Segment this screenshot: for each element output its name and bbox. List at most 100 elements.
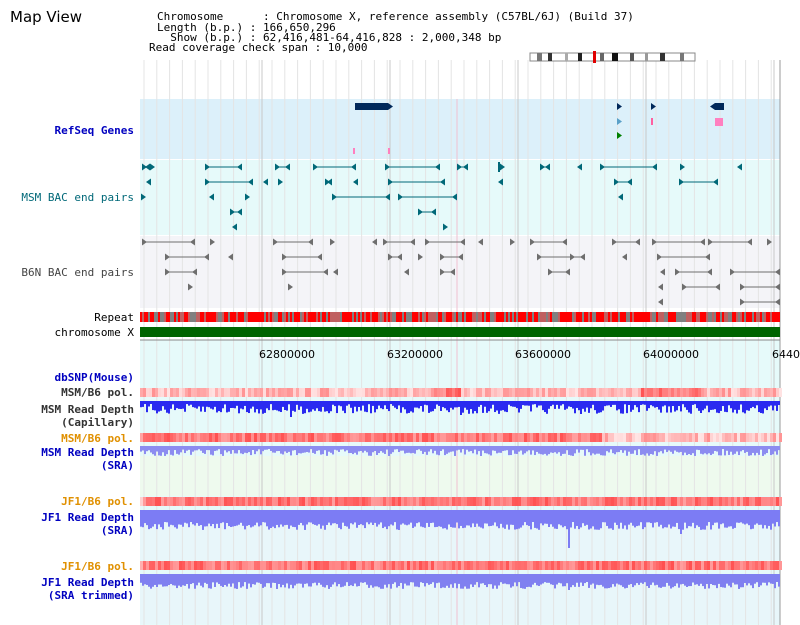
msm-sra-depth-bar [286, 446, 288, 453]
msm-sra-depth-bar [534, 446, 536, 456]
jf1-sra-depth-bar [768, 510, 770, 526]
bac-end-marker [682, 283, 687, 291]
jf1-trim-depth-bar [566, 574, 568, 584]
repeat-block [456, 312, 458, 322]
polymorphism-cell [389, 388, 392, 397]
jf1-sra-depth-bar [614, 510, 616, 523]
jf1-sra-depth-bar [732, 510, 734, 529]
polymorphism-cell [170, 497, 173, 506]
msm-sra-depth-bar [716, 446, 718, 452]
msm-capillary-depth-bar [362, 401, 364, 406]
repeat-block [394, 312, 396, 322]
polymorphism-cell [221, 561, 224, 570]
track-label-msm-bac[interactable]: MSM BAC end pairs [21, 191, 134, 204]
msm-sra-depth-bar [446, 446, 448, 454]
polymorphism-cell [575, 388, 578, 397]
polymorphism-cell [449, 388, 452, 397]
jf1-sra-depth-bar [592, 510, 594, 527]
polymorphism-cell [296, 497, 299, 506]
jf1-sra-depth-bar [142, 510, 144, 528]
polymorphism-cell [443, 497, 446, 506]
msm-sra-depth-bar [260, 446, 262, 455]
polymorphism-cell [485, 561, 488, 570]
msm-capillary-depth-bar [770, 401, 772, 406]
repeat-block [530, 312, 532, 322]
repeat-block [404, 312, 406, 322]
msm-capillary-depth-bar [516, 401, 518, 409]
jf1-trim-depth-bar [444, 574, 446, 588]
jf1-sra-depth-bar [326, 510, 328, 525]
jf1-sra-depth-bar [482, 510, 484, 529]
axis-tick-label: 62800000 [259, 348, 315, 361]
polymorphism-cell [347, 561, 350, 570]
bac-end-marker [548, 268, 553, 276]
track-label-dbsnp[interactable]: dbSNP(Mouse) [54, 371, 134, 384]
msm-sra-depth-bar [508, 446, 510, 456]
polymorphism-cell [344, 433, 347, 442]
polymorphism-cell [524, 561, 527, 570]
jf1-sra-depth-bar [762, 510, 764, 529]
msm-sra-depth-bar [646, 446, 648, 454]
repeat-block [584, 312, 586, 322]
polymorphism-cell [566, 433, 569, 442]
polymorphism-cell [419, 388, 422, 397]
msm-capillary-depth-bar [482, 401, 484, 413]
jf1-trim-depth-bar [212, 574, 214, 583]
polymorphism-cell [470, 433, 473, 442]
polymorphism-cell [476, 433, 479, 442]
msm-sra-depth-bar [540, 446, 542, 455]
polymorphism-cell [620, 561, 623, 570]
repeat-block [562, 312, 564, 322]
polymorphism-cell [314, 388, 317, 397]
polymorphism-cell [308, 388, 311, 397]
jf1-sra-depth-bar [558, 510, 560, 525]
msm-sra-depth-bar [262, 446, 264, 452]
jf1-sra-depth-bar [616, 510, 618, 526]
polymorphism-cell [389, 433, 392, 442]
polymorphism-cell [143, 388, 146, 397]
repeat-block [264, 312, 266, 322]
polymorphism-cell [425, 388, 428, 397]
polymorphism-cell [524, 388, 527, 397]
msm-capillary-depth-bar [384, 401, 386, 406]
msm-sra-depth-bar [584, 446, 586, 456]
polymorphism-cell [704, 433, 707, 442]
msm-sra-depth-bar [190, 446, 192, 455]
jf1-trim-depth-bar [228, 574, 230, 584]
jf1-trim-depth-bar [706, 574, 708, 584]
jf1-sra-depth-bar [180, 510, 182, 525]
msm-sra-depth-bar [364, 446, 366, 451]
repeat-block [346, 312, 348, 322]
polymorphism-cell [509, 561, 512, 570]
msm-capillary-depth-bar [494, 401, 496, 413]
msm-capillary-depth-bar [472, 401, 474, 414]
polymorphism-cell [323, 497, 326, 506]
jf1-trim-depth-bar [674, 574, 676, 587]
msm-sra-depth-bar [718, 446, 720, 456]
polymorphism-cell [221, 497, 224, 506]
track-label-refseq[interactable]: RefSeq Genes [54, 124, 134, 137]
polymorphism-cell [578, 497, 581, 506]
jf1-trim-depth-bar [194, 574, 196, 589]
jf1-sra-depth-bar [696, 510, 698, 526]
repeat-block [358, 312, 360, 322]
msm-sra-depth-bar [682, 446, 684, 456]
polymorphism-cell [533, 388, 536, 397]
jf1-sra-depth-bar [380, 510, 382, 523]
polymorphism-cell [617, 497, 620, 506]
polymorphism-cell [200, 497, 203, 506]
repeat-block [386, 312, 388, 322]
jf1-sra-depth-bar [548, 510, 550, 528]
repeat-block [582, 312, 584, 322]
track-label-b6n-bac[interactable]: B6N BAC end pairs [21, 266, 134, 279]
bac-end-marker [460, 238, 465, 246]
msm-sra-depth-bar [340, 446, 342, 450]
msm-sra-depth-bar [640, 446, 642, 455]
polymorphism-cell [161, 497, 164, 506]
msm-sra-depth-bar [436, 446, 438, 455]
polymorphism-cell [275, 388, 278, 397]
polymorphism-cell [722, 561, 725, 570]
bac-end-marker [730, 268, 735, 276]
msm-sra-depth-bar [544, 446, 546, 454]
